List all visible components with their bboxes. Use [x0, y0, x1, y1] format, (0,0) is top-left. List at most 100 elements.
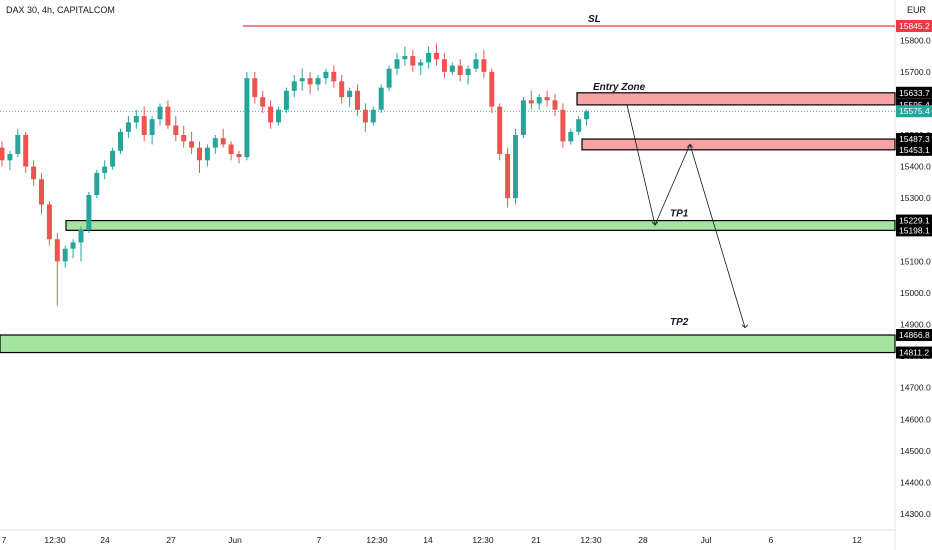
candle-body [441, 59, 447, 72]
zone-box [65, 219, 896, 231]
x-tick-label: Jun [228, 535, 242, 545]
candle-body [536, 97, 542, 104]
x-tick-label: 12:30 [472, 535, 494, 545]
x-tick-label: 12:30 [44, 535, 66, 545]
zone-label: TP2 [670, 317, 689, 328]
candle-body [560, 109, 566, 142]
time-axis: 7 12:30 24 27 Jun 7 12:30 14 12:30 21 12:30 28 Jul 6 1… [2, 535, 862, 545]
candle-body [31, 166, 37, 180]
candle-body [62, 248, 68, 262]
y-tick-label: 15700.0 [900, 67, 931, 77]
price-label-text: 15845.2 [899, 21, 930, 31]
candle-body [141, 116, 147, 136]
grid [0, 0, 896, 550]
y-tick-label: 15800.0 [900, 35, 931, 45]
candle-body [118, 131, 123, 151]
arrow-head [741, 324, 749, 329]
x-tick-label: 12 [852, 535, 862, 545]
y-tick-label: 14600.0 [900, 414, 931, 424]
candle-body [268, 106, 274, 123]
price-label-text: 15487.3 [899, 134, 930, 144]
candle-body [339, 81, 345, 98]
candle-body [426, 52, 432, 63]
candle-body [505, 153, 511, 199]
y-tick-label: 15000.0 [900, 288, 931, 298]
chart-title: DAX 30, 4h, CAPITALCOM [6, 5, 115, 15]
candle-body [315, 78, 321, 85]
candle-body [236, 153, 242, 158]
y-tick-label: 14500.0 [900, 446, 931, 456]
price-label-box [896, 143, 932, 156]
candle-body [181, 135, 187, 142]
candle-body [220, 138, 226, 145]
x-tick-label: 14 [423, 535, 433, 545]
candle-body [283, 90, 289, 110]
zone-box [0, 334, 896, 354]
candle-body [513, 135, 518, 199]
price-label: 15633.7 [896, 86, 932, 99]
candle-body [0, 147, 5, 161]
candle-body [276, 109, 281, 123]
price-label: 15845.2 [896, 20, 932, 32]
candle-body [465, 68, 471, 76]
candle-body [23, 135, 29, 167]
candle-body [299, 78, 305, 82]
price-label-box [896, 20, 932, 32]
candle-body [449, 65, 455, 72]
candle-body [355, 90, 360, 110]
candle-body [473, 59, 479, 69]
price-label: 15575.4 [896, 105, 932, 118]
candle-body [528, 100, 534, 104]
projection-arrows [626, 104, 749, 329]
x-tick-label: 12:30 [366, 535, 388, 545]
candle-body [46, 204, 52, 240]
candle-body [584, 111, 590, 120]
candle-body [457, 65, 463, 76]
price-label: 14866.8 [896, 328, 932, 341]
arrow-head [651, 221, 659, 226]
candle-body [489, 71, 495, 107]
candle-body [94, 172, 100, 196]
sl-label: SL [588, 14, 601, 25]
projection-path [626, 104, 746, 328]
candle-body [370, 109, 376, 123]
candle-body [544, 97, 550, 101]
candle-body [386, 68, 392, 88]
candle-body [197, 147, 202, 161]
zone-box [576, 92, 896, 106]
candle-body [497, 106, 503, 154]
zone-box [581, 138, 896, 151]
candle-body [70, 242, 76, 249]
candle-body [228, 144, 234, 154]
candle-body [362, 109, 368, 123]
x-tick-label: 7 [2, 535, 7, 545]
candle-body [576, 119, 582, 132]
arrow-head [686, 143, 694, 148]
price-label-box [896, 346, 932, 359]
x-tick-label: 24 [100, 535, 110, 545]
price-label-box [896, 133, 932, 146]
candle-body [291, 81, 297, 91]
candle-body [347, 90, 353, 98]
zone-label: TP1 [670, 209, 689, 220]
candle-body [189, 141, 195, 148]
price-label: 15229.1 [896, 214, 932, 227]
levels: SL [243, 14, 895, 27]
candle-body [410, 56, 416, 66]
price-label-box [896, 328, 932, 341]
candle-body [212, 138, 218, 148]
candle-body [394, 59, 400, 69]
candle-body [86, 195, 92, 230]
x-tick-label: 28 [638, 535, 648, 545]
candle-body [157, 106, 163, 120]
x-tick-label: 27 [166, 535, 176, 545]
price-label-box [896, 105, 932, 118]
price-label-text: 15595.4 [899, 100, 930, 110]
candle-body [552, 100, 558, 110]
candle-body [378, 87, 384, 110]
candles [0, 43, 590, 306]
candle-body [7, 153, 13, 161]
price-label-text: 14866.8 [899, 330, 930, 340]
